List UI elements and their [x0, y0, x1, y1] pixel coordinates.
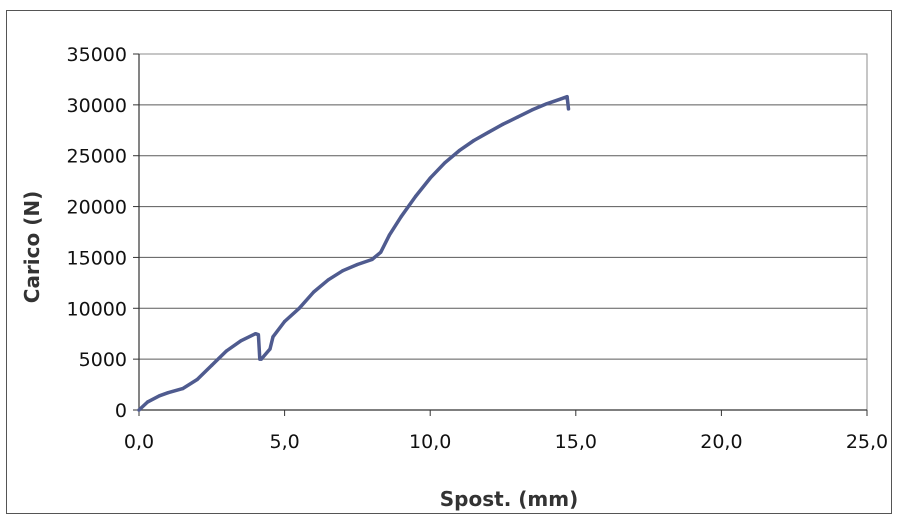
data-point — [414, 194, 418, 198]
data-point — [486, 130, 490, 134]
data-point — [387, 233, 391, 237]
data-point — [399, 215, 403, 219]
data-point — [224, 349, 228, 353]
data-point — [181, 387, 185, 391]
y-tick-label: 30000 — [67, 95, 127, 117]
data-point — [530, 108, 534, 112]
data-point — [146, 400, 150, 404]
y-tick-label: 10000 — [67, 298, 127, 320]
data-point — [268, 347, 272, 351]
x-tick-label: 5,0 — [269, 431, 299, 453]
data-point — [516, 115, 520, 119]
data-point — [355, 262, 359, 267]
y-tick-label: 0 — [115, 400, 127, 422]
data-point — [559, 97, 563, 101]
series-layer — [137, 94, 571, 412]
data-point — [166, 391, 170, 395]
data-point — [545, 102, 549, 106]
data-point — [253, 332, 258, 336]
axes — [133, 53, 868, 416]
x-tick-label: 10,0 — [409, 431, 451, 453]
data-point — [210, 363, 214, 367]
plot-area — [138, 53, 868, 411]
grid-lines — [139, 104, 867, 360]
data-point — [195, 377, 199, 382]
data-point — [472, 138, 476, 143]
x-tick-label: 15,0 — [555, 431, 597, 453]
data-point — [370, 257, 374, 262]
y-tick-label: 20000 — [67, 197, 127, 219]
chart-svg: 0 5000 10000 15000 20000 25000 30000 35000 0,0 5,… — [20, 44, 889, 511]
data-point — [283, 319, 287, 324]
data-point — [259, 357, 263, 361]
data-point — [379, 250, 383, 254]
data-point — [457, 149, 461, 153]
y-tick-label: 15000 — [67, 247, 127, 269]
y-tick-label: 35000 — [67, 44, 127, 66]
data-point — [256, 333, 260, 337]
data-point — [341, 269, 345, 273]
y-tick-label: 25000 — [67, 146, 127, 168]
data-point — [271, 335, 275, 339]
data-point — [137, 408, 141, 412]
data-point — [565, 95, 569, 99]
data-point — [501, 122, 505, 126]
x-axis-title: Spost. (mm) — [440, 487, 578, 511]
x-tick-label: 0,0 — [124, 431, 154, 453]
data-point — [297, 306, 301, 310]
data-point — [326, 278, 330, 282]
series-line — [137, 94, 571, 412]
y-tick-label: 5000 — [79, 349, 127, 371]
x-tick-label: 25,0 — [846, 431, 888, 453]
data-point — [566, 107, 571, 111]
chart-frame: 0 5000 10000 15000 20000 25000 30000 35000 0,0 5,… — [6, 10, 892, 514]
data-point — [157, 394, 161, 398]
data-point — [239, 339, 243, 343]
data-point — [428, 176, 432, 180]
y-axis-title: Carico (N) — [20, 191, 44, 303]
x-tick-label: 20,0 — [700, 431, 742, 453]
tick-labels: 0 5000 10000 15000 20000 25000 30000 35000 0,0 5,… — [67, 44, 889, 453]
data-point — [312, 290, 316, 294]
data-point — [443, 161, 447, 165]
